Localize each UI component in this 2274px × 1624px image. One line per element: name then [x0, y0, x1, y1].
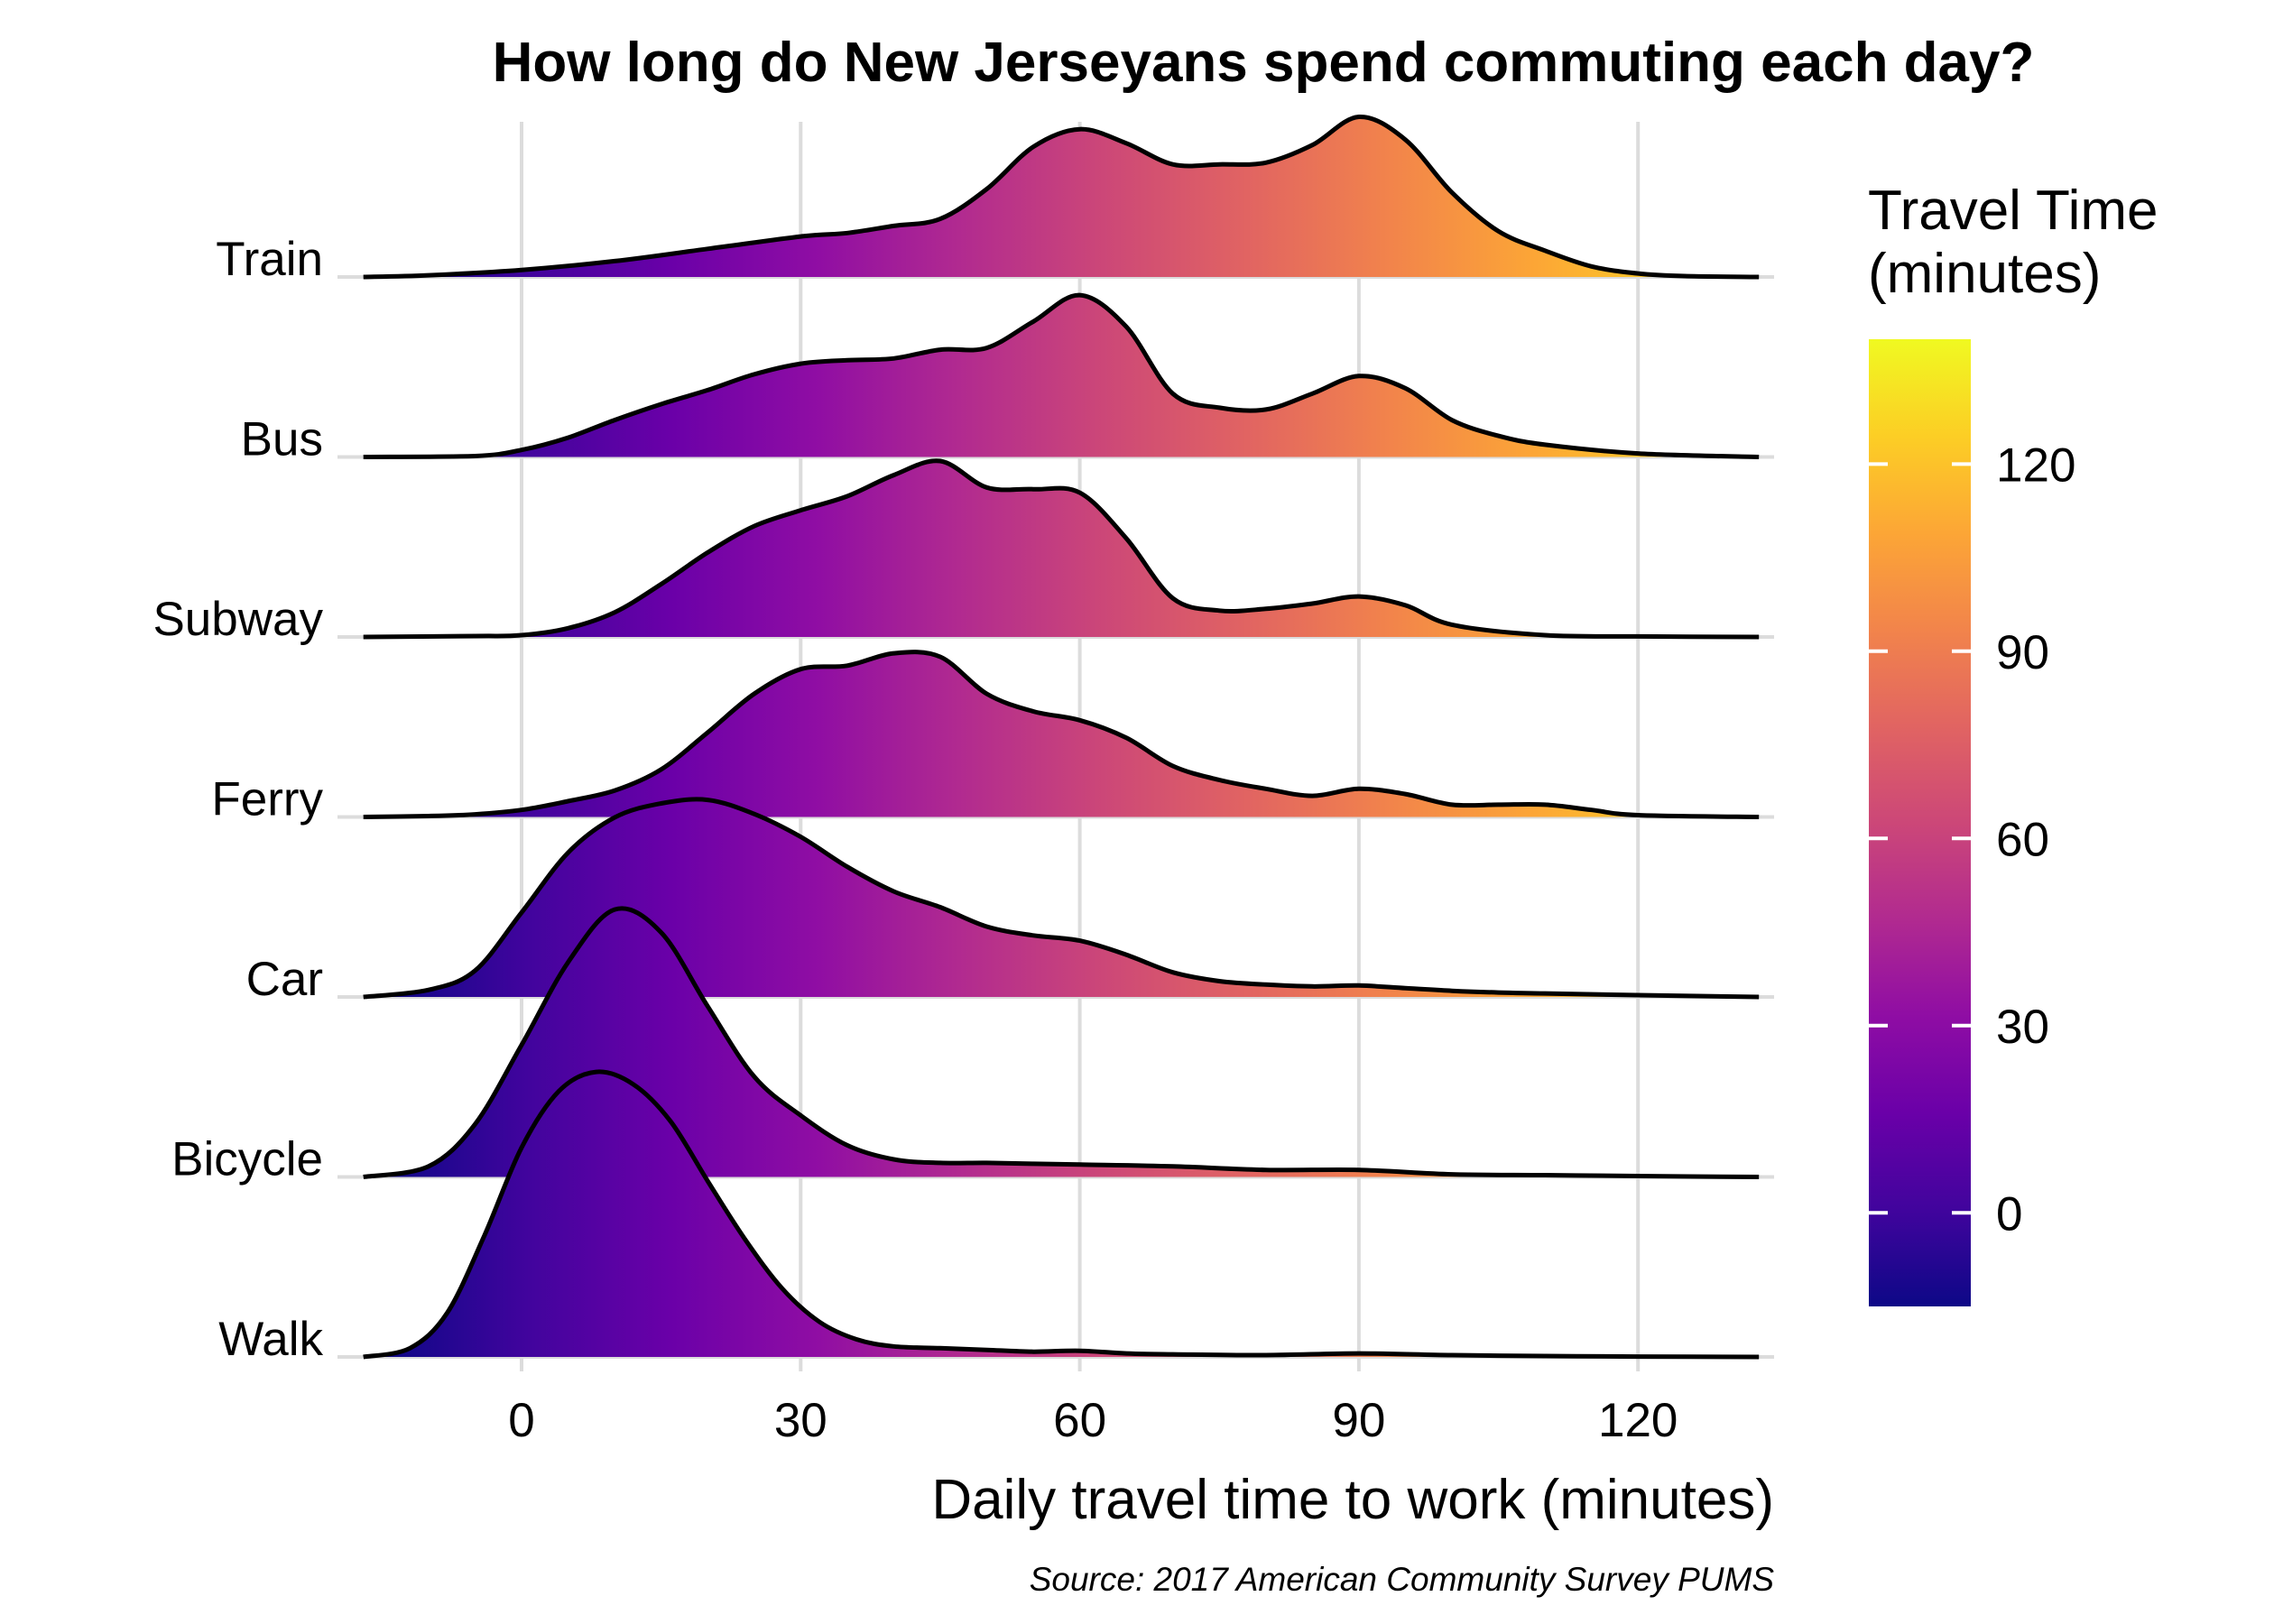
ridge-area-bicycle: [363, 908, 1760, 1177]
legend-tick-label-60: 60: [1996, 813, 2049, 866]
x-tick-label-120: 120: [1598, 1394, 1678, 1447]
y-label-subway: Subway: [153, 593, 323, 646]
legend-title: Travel Time (minutes): [1868, 180, 2174, 305]
legend-tick-label-90: 90: [1996, 626, 2049, 679]
ridge-bus: [363, 292, 1760, 459]
y-axis-labels: Train Bus Subway Ferry Car Bicycle Walk: [153, 233, 323, 1366]
x-tick-label-30: 30: [774, 1394, 827, 1447]
ridge-line-ferry: [363, 650, 1760, 819]
ridge-area-ferry: [363, 651, 1760, 817]
legend-tick-label-0: 0: [1996, 1187, 2022, 1241]
ridge-area-car: [363, 798, 1760, 997]
ridge-area-train: [363, 116, 1760, 277]
ridge-area-bus: [363, 295, 1760, 457]
y-label-car: Car: [246, 953, 323, 1006]
legend-title-line-1: Travel Time: [1868, 180, 2158, 242]
y-label-walk: Walk: [218, 1313, 323, 1366]
y-label-bicycle: Bicycle: [171, 1133, 323, 1186]
ridge-walk: [363, 1069, 1760, 1360]
chart-title: How long do New Jerseyans spend commutin…: [493, 32, 2035, 94]
x-tick-label-0: 0: [508, 1394, 534, 1447]
ridge-line-bicycle: [363, 906, 1760, 1179]
ridge-area-walk: [363, 1071, 1760, 1357]
ridge-area-subway: [363, 460, 1760, 637]
legend-tick-label-30: 30: [1996, 1001, 2049, 1054]
x-tick-label-90: 90: [1332, 1394, 1385, 1447]
ridge-line-subway: [363, 458, 1760, 640]
legend-ticks: 0 30 60 90 120: [1869, 438, 2075, 1241]
ridge-line-bus: [363, 292, 1760, 459]
ridge-bicycle: [363, 906, 1760, 1179]
legend-tick-label-120: 120: [1996, 438, 2075, 492]
y-label-train: Train: [216, 233, 323, 286]
legend-title-line-2: (minutes): [1868, 243, 2101, 305]
ridge-ferry: [363, 650, 1760, 819]
ridges: [363, 114, 1760, 1360]
color-legend: Travel Time (minutes) 0 30 60 90 120: [1868, 180, 2174, 1306]
ridge-car: [363, 797, 1760, 1000]
x-tick-label-60: 60: [1053, 1394, 1106, 1447]
legend-colorbar: [1869, 339, 1971, 1306]
ridge-line-car: [363, 797, 1760, 1000]
ridge-train: [363, 114, 1760, 280]
x-axis-labels: 0 30 60 90 120: [508, 1394, 1678, 1447]
ridge-line-walk: [363, 1069, 1760, 1360]
caption: Source: 2017 American Community Survey P…: [1030, 1561, 1775, 1598]
y-label-ferry: Ferry: [211, 773, 323, 826]
ridge-subway: [363, 458, 1760, 640]
ridge-line-train: [363, 114, 1760, 280]
y-label-bus: Bus: [241, 413, 323, 466]
x-axis-title: Daily travel time to work (minutes): [931, 1469, 1774, 1531]
